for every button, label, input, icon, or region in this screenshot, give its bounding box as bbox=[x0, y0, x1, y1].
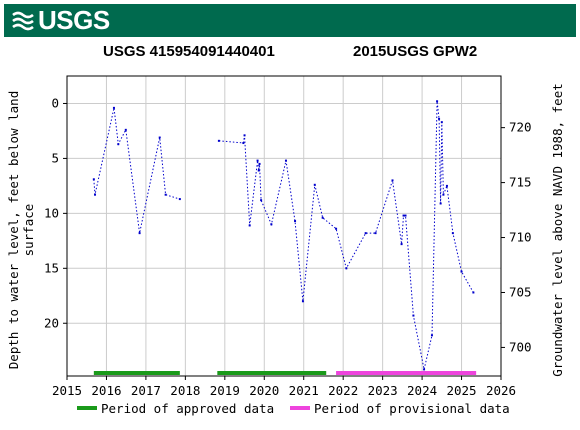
legend-label: Period of provisional data bbox=[314, 401, 510, 416]
x-tick-label: 2016 bbox=[91, 383, 121, 398]
data-point bbox=[294, 220, 297, 223]
right-axis-label: Groundwater level above NAVD 1988, feet bbox=[550, 83, 565, 377]
data-point bbox=[243, 134, 246, 137]
network-title: 2015USGS GPW2 bbox=[353, 43, 478, 60]
x-tick-label: 2017 bbox=[131, 383, 161, 398]
left-axis-label-line-1: Depth to water level, feet below land bbox=[6, 91, 21, 369]
data-point bbox=[345, 267, 348, 270]
data-point bbox=[117, 143, 120, 146]
x-tick-label: 2021 bbox=[289, 383, 319, 398]
data-point bbox=[440, 121, 443, 124]
data-point bbox=[430, 334, 433, 337]
left-y-tick-label: 5 bbox=[51, 150, 59, 165]
data-point bbox=[284, 159, 287, 162]
x-tick-label: 2018 bbox=[170, 383, 200, 398]
data-point bbox=[439, 202, 442, 205]
series-line bbox=[218, 101, 474, 370]
left-axis-label-line-2: surface bbox=[21, 204, 36, 257]
left-y-tick-label: 20 bbox=[44, 315, 59, 330]
right-y-tick-label: 715 bbox=[509, 175, 532, 190]
x-tick-label: 2025 bbox=[446, 383, 476, 398]
data-point bbox=[445, 184, 448, 187]
usgs-logo-text: USGS bbox=[38, 5, 110, 35]
period-bars bbox=[93, 371, 477, 375]
x-tick-label: 2024 bbox=[407, 383, 437, 398]
data-point bbox=[438, 117, 441, 120]
data-point bbox=[472, 291, 475, 294]
data-point bbox=[313, 183, 316, 186]
plot-frame bbox=[66, 75, 502, 377]
data-point bbox=[412, 314, 415, 317]
data-point bbox=[364, 232, 367, 235]
right-y-tick-label: 720 bbox=[509, 120, 532, 135]
data-point bbox=[374, 232, 377, 235]
period-bar bbox=[93, 371, 180, 375]
data-point bbox=[242, 142, 245, 145]
data-point bbox=[158, 136, 161, 139]
legend-swatch bbox=[77, 406, 97, 410]
data-point bbox=[404, 214, 407, 217]
site-title: USGS 415954091440401 bbox=[103, 43, 275, 60]
data-point bbox=[402, 214, 405, 217]
x-tick-label: 2023 bbox=[368, 383, 398, 398]
data-series bbox=[92, 100, 475, 371]
data-point bbox=[321, 216, 324, 219]
data-point bbox=[256, 159, 259, 162]
data-point bbox=[112, 106, 115, 109]
data-point bbox=[164, 193, 167, 196]
legend-label: Period of approved data bbox=[101, 401, 274, 416]
data-point bbox=[423, 368, 426, 371]
right-y-tick-label: 710 bbox=[509, 230, 532, 245]
data-point bbox=[270, 223, 273, 226]
left-y-tick-label: 0 bbox=[51, 95, 59, 110]
right-y-tick-label: 700 bbox=[509, 339, 532, 354]
x-tick-label: 2020 bbox=[249, 383, 279, 398]
usgs-banner: USGS bbox=[4, 4, 576, 37]
data-point bbox=[260, 199, 263, 202]
data-point bbox=[436, 100, 439, 103]
data-point bbox=[400, 243, 403, 246]
left-y-tick-label: 15 bbox=[44, 260, 59, 275]
data-point bbox=[248, 224, 251, 227]
data-point bbox=[138, 232, 141, 235]
x-tick-label: 2022 bbox=[328, 383, 358, 398]
data-point bbox=[335, 227, 338, 230]
usgs-logo[interactable]: USGS bbox=[12, 4, 110, 37]
data-point bbox=[94, 193, 97, 196]
grid-lines bbox=[66, 76, 502, 376]
legend-swatch bbox=[290, 406, 310, 410]
axis-ticks: 2015 2016 2017 2018 2019 2020 2021 2022 2023 2024… bbox=[44, 95, 532, 398]
x-tick-label: 2015 bbox=[52, 383, 82, 398]
usgs-wave-icon bbox=[12, 11, 34, 30]
x-tick-label: 2019 bbox=[210, 383, 240, 398]
data-point bbox=[451, 232, 454, 235]
data-point bbox=[257, 169, 260, 172]
left-y-tick-label: 10 bbox=[44, 205, 59, 220]
right-y-tick-label: 705 bbox=[509, 284, 532, 299]
data-point bbox=[258, 162, 261, 165]
data-point bbox=[442, 193, 445, 196]
period-bar bbox=[217, 371, 327, 375]
data-point bbox=[301, 300, 304, 303]
data-point bbox=[460, 270, 463, 273]
data-point bbox=[217, 139, 220, 142]
x-tick-label: 2026 bbox=[486, 383, 516, 398]
period-bar bbox=[336, 371, 477, 375]
data-point bbox=[92, 178, 95, 181]
legend: Period of approved data Period of provisi… bbox=[77, 401, 510, 416]
data-point bbox=[124, 128, 127, 131]
data-point bbox=[178, 198, 181, 201]
data-point bbox=[391, 179, 394, 182]
